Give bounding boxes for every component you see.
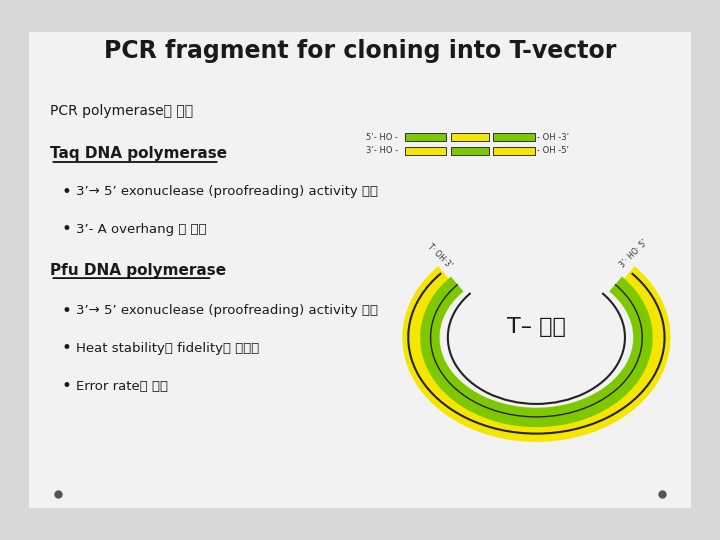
Bar [451,133,489,141]
FancyBboxPatch shape [29,32,691,508]
Text: Heat stability와 fidelity가 뛰어남: Heat stability와 fidelity가 뛰어남 [76,342,259,355]
Text: •: • [61,301,71,320]
Bar [405,133,446,141]
Text: 3’- HO -: 3’- HO - [366,146,398,155]
Text: •: • [61,377,71,395]
Text: PCR fragment for cloning into T-vector: PCR fragment for cloning into T-vector [104,39,616,63]
Text: T· OH·3’: T· OH·3’ [426,242,453,270]
Text: 3’→ 5’ exonuclease (proofreading) activity 없음: 3’→ 5’ exonuclease (proofreading) activi… [76,185,377,198]
Text: 3’→ 5’ exonuclease (proofreading) activity 있음: 3’→ 5’ exonuclease (proofreading) activi… [76,304,377,317]
Text: PCR polymerase의 종류: PCR polymerase의 종류 [50,104,194,118]
Text: - OH -5’: - OH -5’ [537,146,569,155]
Text: Error rate가 적음: Error rate가 적음 [76,380,168,393]
Text: Pfu DNA polymerase: Pfu DNA polymerase [50,262,227,278]
Text: 3’- A overhang 을 갖음: 3’- A overhang 을 갖음 [76,223,206,236]
Text: 3’· HO· 5’: 3’· HO· 5’ [618,238,649,270]
Text: •: • [61,183,71,201]
Text: - OH -3’: - OH -3’ [537,133,570,141]
Text: Taq DNA polymerase: Taq DNA polymerase [50,146,228,161]
Bar [493,133,535,141]
Text: •: • [61,339,71,357]
Bar [405,147,446,155]
Text: •: • [61,220,71,239]
Bar [493,147,535,155]
Bar [451,147,489,155]
Text: T– 벡터: T– 벡터 [507,316,566,337]
Text: 5’- HO -: 5’- HO - [366,133,398,141]
